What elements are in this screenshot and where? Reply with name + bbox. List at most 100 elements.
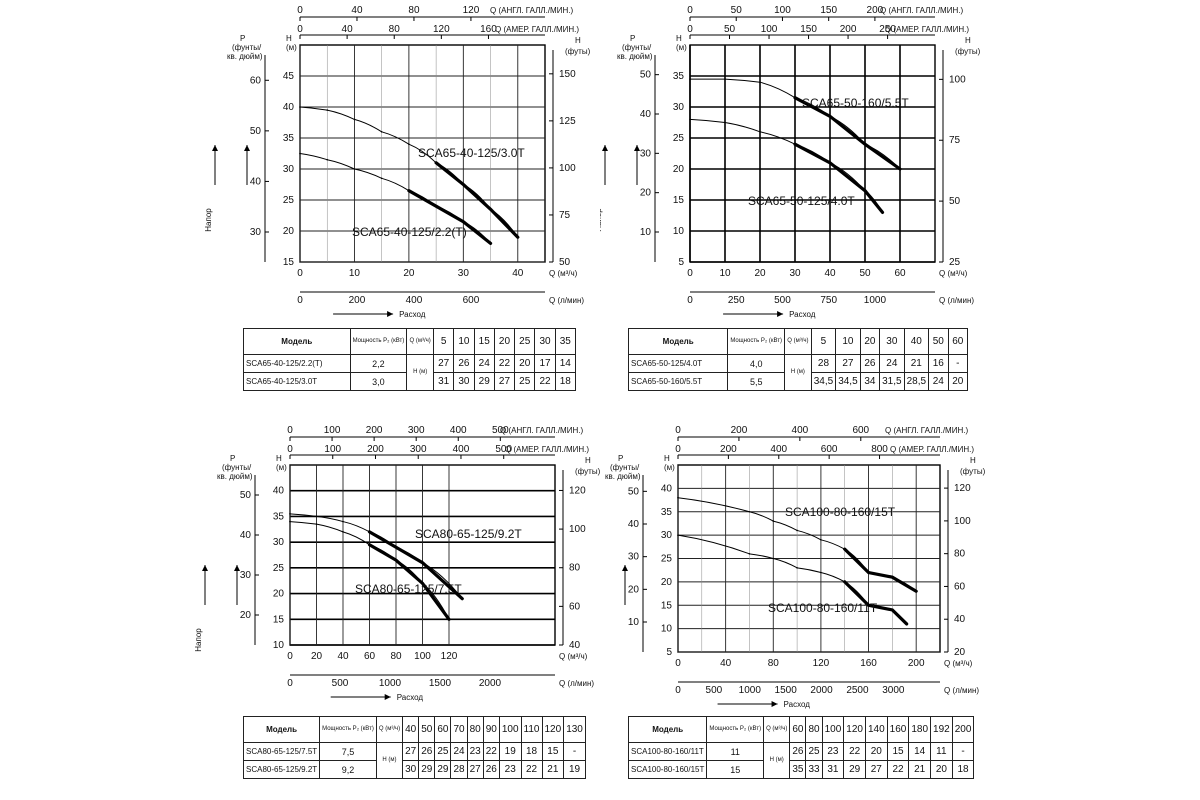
table-head-cell: 23: [498, 760, 522, 779]
lmin-tick-label: 2000: [479, 678, 502, 689]
curve-point: [899, 168, 901, 170]
table-head-cell: 26: [859, 354, 881, 373]
curve-label-1: SCA100-80-160/11T: [768, 601, 878, 615]
psi-tick-label: 10: [640, 227, 652, 238]
psi-tick-label: 40: [628, 519, 640, 530]
us-tick-label: 150: [800, 24, 817, 35]
table-power-cell: 15: [706, 760, 765, 779]
psi-label-1: P: [618, 454, 623, 463]
lmin-tick-label: 1500: [775, 685, 798, 696]
table-head-cell: 27: [835, 354, 861, 373]
curve-point: [759, 81, 761, 83]
table-head-cell: 18: [951, 760, 975, 779]
curve-point: [689, 78, 691, 80]
y-tick-label: 30: [661, 530, 673, 541]
psi-tick-label: 60: [250, 75, 262, 86]
pump-curve-thick-2: [793, 96, 902, 171]
lmin-tick-label: 500: [332, 678, 349, 689]
imp-tick-label: 0: [687, 5, 693, 16]
curve-point: [421, 582, 424, 585]
curve-point: [326, 109, 329, 111]
x-tick-label: 100: [414, 651, 431, 662]
psi-label-2: (фунты/: [622, 43, 652, 52]
curve-point: [489, 242, 492, 245]
y-tick-label: 15: [273, 614, 285, 625]
table-row: SCA80-65-125/9.2T 9,2 30 29 29 28 27 26 23 22 21 19: [242, 760, 586, 779]
table-model-cell: SCA65-50-160/5.5T: [627, 372, 729, 391]
table-head-cell: 34,5: [835, 372, 861, 391]
x-axis-label-m3h: Q (м³/ч): [559, 652, 588, 661]
feet-tick-label: 50: [559, 257, 571, 268]
chart-panel-2: 5 10 15 20 25 30 35 0 10 20 30 40 50 60 Q (м³/ч) 0 250 50…: [600, 0, 1200, 400]
imp-tick-label: 120: [463, 5, 480, 16]
table-head-cell: 27: [402, 742, 420, 761]
table-header-power: Мощность P₂ (кВт): [319, 716, 377, 743]
table-head-cell: 29: [434, 760, 452, 779]
table-head-cell: 14: [908, 742, 932, 761]
curve-point: [353, 118, 356, 121]
psi-label-3: кв. дюйм): [217, 472, 253, 481]
table-head-cell: 18: [554, 372, 577, 391]
table-head-cell: 14: [554, 354, 577, 373]
table-header-model: Модель: [243, 328, 351, 355]
head-label: Напор: [194, 628, 203, 652]
table-row: SCA80-65-125/7.5T 7,5 H (м) 27 26 25 24 23 22 19 1…: [242, 742, 586, 779]
feet-axis-unit: (футы): [955, 47, 981, 56]
psi-label-1: P: [630, 34, 635, 43]
table-flow-cell: 60: [434, 716, 452, 743]
y-tick-label: 15: [661, 600, 673, 611]
curve-point: [435, 162, 437, 164]
feet-tick-label: 40: [569, 640, 581, 651]
psi-label-3: кв. дюйм): [617, 52, 653, 61]
table-head-cell: 27: [493, 372, 516, 391]
table-header-q: Q (м³/ч): [784, 328, 812, 355]
curve-point: [891, 576, 894, 578]
x-tick-label: 10: [719, 268, 731, 279]
feet-axis-unit: (футы): [575, 467, 600, 476]
curve-point: [380, 177, 383, 180]
h-axis-label: H: [276, 454, 282, 463]
us-tick-label: 200: [720, 444, 737, 455]
table-head-cell: 22: [843, 742, 866, 761]
psi-arrow-head: [244, 145, 250, 151]
lmin-tick-label: 500: [706, 685, 723, 696]
y-tick-label: 20: [673, 164, 685, 175]
curve-point: [829, 115, 831, 118]
table-flow-cell: 140: [864, 716, 888, 743]
y-tick-label: 40: [273, 486, 285, 497]
table-head-cell: -: [951, 742, 975, 761]
curve-point: [342, 531, 344, 533]
y-tick-label: 20: [661, 577, 673, 588]
imp-axis-label: Q (АНГЛ. ГАЛЛ./МИН.): [490, 6, 573, 15]
psi-tick-label: 50: [250, 126, 262, 137]
us-tick-label: 300: [410, 444, 427, 455]
psi-tick-label: 30: [250, 227, 262, 238]
curve-point: [448, 618, 450, 621]
lmin-tick-label: 500: [774, 295, 791, 306]
us-tick-label: 800: [871, 444, 888, 455]
table-power-cell: 9,2: [319, 760, 377, 779]
curve-label-1: SCA65-40-125/2.2(T): [352, 225, 467, 239]
table-head-cell: 34,5: [810, 372, 837, 391]
psi-tick-label: 40: [640, 109, 652, 120]
table-head-cell: 30: [453, 372, 475, 391]
feet-tick-label: 75: [559, 210, 571, 221]
curve-point: [748, 553, 751, 555]
table-flow-cell: 50: [418, 716, 436, 743]
table-head-cell: 29: [473, 372, 495, 391]
curve-label-2: SCA80-65-125/9.2T: [415, 527, 522, 541]
flow-label: Расход: [784, 700, 811, 709]
feet-tick-label: 100: [569, 524, 586, 535]
table-flow-cell: 200: [951, 716, 975, 743]
chart-panel-3: 10 15 20 25 30 35 40 0 20 40 60 80 100 120 Q (м³/ч) 0 50…: [0, 400, 600, 800]
table-head-cell: 20: [947, 372, 968, 391]
table-row: SCA65-50-125/4.0T 4,0 H (м) 28 27 26 24 21 16-: [627, 354, 968, 391]
flow-label: Расход: [399, 310, 426, 319]
table-h-cell: H (м): [763, 742, 791, 779]
table-model-cell: SCA65-40-125/3.0T: [243, 372, 351, 391]
x-axis-label-m3h: Q (м³/ч): [939, 269, 968, 278]
table-head-cell: 28,5: [903, 372, 930, 391]
table-row: SCA65-50-160/5.5T 5,5 34,5 34,5 34 31,5 28,5 24…: [627, 372, 968, 391]
curve-point: [395, 546, 397, 549]
